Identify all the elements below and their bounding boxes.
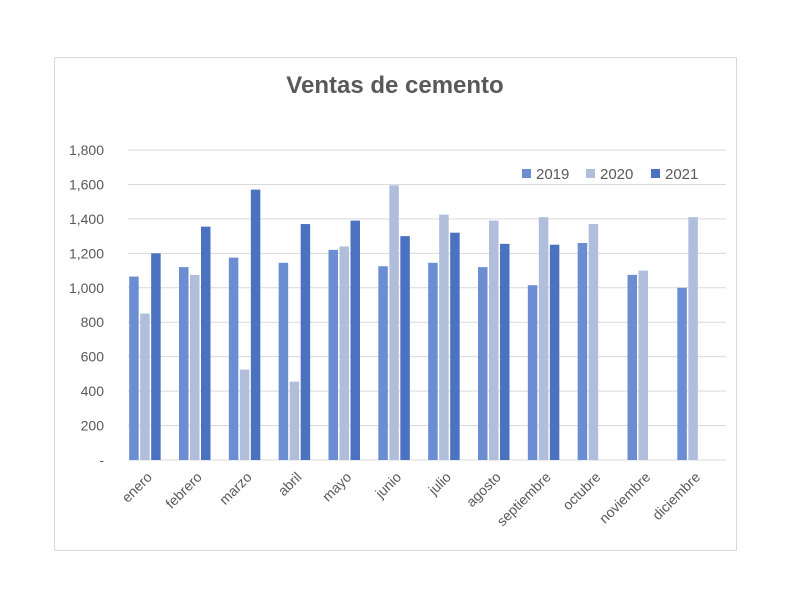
x-tick-label: junio bbox=[371, 469, 404, 502]
bar-2021-septiembre bbox=[549, 244, 560, 460]
bar-2021-julio bbox=[450, 232, 460, 460]
y-tick-label: 1,000 bbox=[69, 280, 104, 296]
y-tick-label: 200 bbox=[81, 418, 105, 434]
bar-2020-enero bbox=[140, 313, 150, 460]
bar-2021-agosto bbox=[500, 243, 510, 460]
x-tick-label: noviembre bbox=[596, 469, 654, 527]
bar-2021-abril bbox=[300, 224, 311, 460]
y-tick-label: 1,600 bbox=[69, 176, 104, 192]
x-tick-label: abril bbox=[275, 469, 305, 499]
bar-2020-mayo bbox=[339, 246, 349, 460]
y-tick-label: - bbox=[99, 452, 104, 468]
gridlines bbox=[128, 149, 726, 461]
bar-2019-septiembre bbox=[527, 285, 538, 460]
bar-2019-agosto bbox=[478, 267, 488, 460]
x-axis-ticks: enero febrero marzo abril mayo junio julio agos… bbox=[118, 469, 703, 529]
bar-2019-abril bbox=[278, 262, 289, 460]
x-tick-label: mayo bbox=[319, 469, 355, 505]
x-tick-label: octubre bbox=[559, 469, 603, 513]
bar-2019-febrero bbox=[179, 267, 189, 460]
bar-2019-noviembre bbox=[627, 274, 637, 460]
bar-2019-junio bbox=[378, 266, 388, 460]
y-tick-label: 800 bbox=[81, 314, 105, 330]
bar-2021-febrero bbox=[201, 226, 211, 460]
bar-2020-septiembre bbox=[538, 217, 549, 460]
y-tick-label: 600 bbox=[81, 349, 105, 365]
legend-label: 2019 bbox=[536, 166, 569, 183]
legend-label: 2021 bbox=[665, 166, 698, 183]
x-tick-label: julio bbox=[424, 469, 454, 499]
x-tick-label: marzo bbox=[216, 469, 255, 508]
bar-2021-mayo bbox=[350, 220, 360, 460]
bar-2019-octubre bbox=[577, 243, 588, 460]
bar-2020-abril bbox=[289, 381, 300, 460]
chart-title: Ventas de cemento bbox=[286, 72, 503, 99]
bars bbox=[129, 185, 698, 461]
bar-2020-noviembre bbox=[638, 270, 648, 460]
y-axis-ticks: - 200 400 600 800 1,000 1,200 1,400 1,600 1,800 bbox=[69, 142, 104, 468]
bar-2020-febrero bbox=[190, 274, 200, 460]
bar-2021-junio bbox=[400, 236, 410, 460]
y-tick-label: 1,400 bbox=[69, 211, 104, 227]
bar-2020-octubre bbox=[588, 224, 599, 460]
legend-swatch-2019 bbox=[522, 169, 531, 178]
bar-2019-enero bbox=[129, 276, 139, 460]
bar-2019-marzo bbox=[228, 257, 239, 460]
y-tick-label: 1,200 bbox=[69, 245, 104, 261]
bar-2020-marzo bbox=[239, 369, 250, 460]
bar-2020-agosto bbox=[489, 220, 499, 460]
bar-2019-diciembre bbox=[677, 287, 687, 460]
bar-2020-diciembre bbox=[688, 217, 698, 460]
x-tick-label: septiembre bbox=[493, 469, 553, 529]
legend-swatch-2020 bbox=[586, 169, 595, 178]
x-tick-label: diciembre bbox=[649, 469, 703, 523]
legend-swatch-2021 bbox=[651, 169, 660, 178]
bar-2021-marzo bbox=[250, 189, 261, 460]
bar-2019-julio bbox=[428, 262, 438, 460]
y-tick-label: 1,800 bbox=[69, 142, 104, 158]
bar-2019-mayo bbox=[328, 249, 338, 460]
bar-2020-julio bbox=[439, 214, 449, 460]
bar-2020-junio bbox=[389, 185, 399, 461]
legend: 2019 2020 2021 bbox=[522, 166, 698, 183]
x-tick-label: agosto bbox=[463, 469, 504, 510]
y-tick-label: 400 bbox=[81, 383, 105, 399]
x-tick-label: febrero bbox=[162, 469, 205, 512]
legend-label: 2020 bbox=[600, 166, 633, 183]
x-tick-label: enero bbox=[118, 469, 155, 506]
bar-2021-enero bbox=[151, 253, 161, 460]
